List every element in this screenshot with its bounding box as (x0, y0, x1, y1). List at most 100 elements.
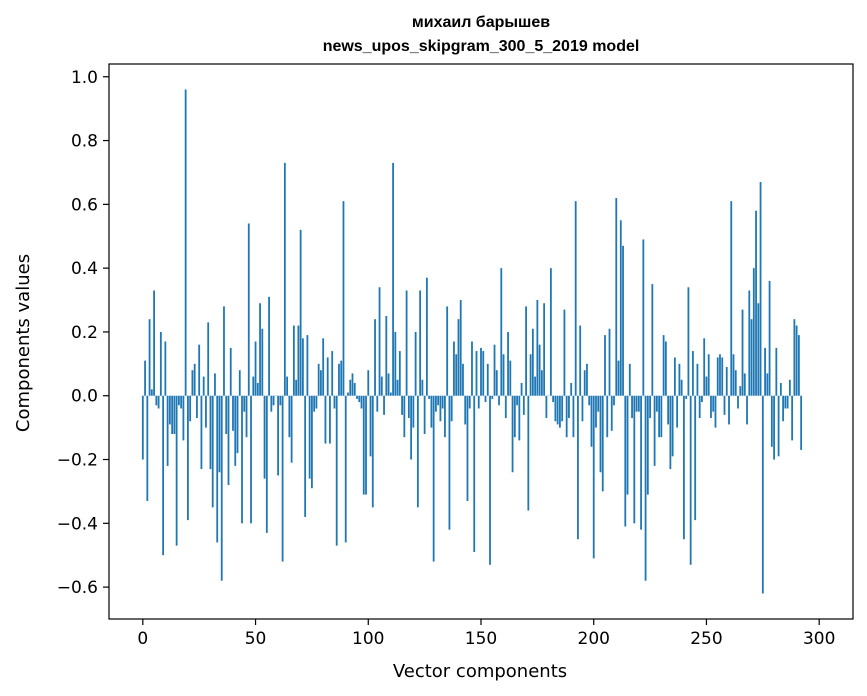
bar (401, 395, 403, 415)
x-tick-label: 150 (465, 629, 497, 649)
bar (601, 395, 604, 492)
bar (277, 395, 279, 476)
bar (622, 245, 624, 396)
bar (646, 395, 649, 495)
bar (491, 395, 494, 399)
bar (473, 395, 476, 553)
bar (561, 395, 564, 422)
y-tick-label: −0.6 (57, 578, 98, 598)
bar (412, 395, 415, 428)
bar (698, 395, 701, 419)
bar (464, 395, 467, 425)
bar (223, 306, 225, 396)
bar (351, 373, 354, 396)
bar (326, 357, 329, 396)
bar (385, 315, 388, 396)
bar (683, 395, 685, 540)
bar (353, 382, 356, 396)
bar (565, 395, 568, 438)
bar (734, 370, 737, 396)
bar (538, 344, 541, 396)
bar (750, 319, 753, 396)
bar (788, 379, 791, 396)
bar (545, 395, 548, 419)
bar (340, 360, 343, 396)
bar (196, 395, 198, 419)
bar (459, 300, 462, 396)
bar (342, 201, 345, 396)
bar (626, 395, 629, 495)
bar (238, 370, 241, 396)
x-tick-label: 50 (245, 629, 267, 649)
bar (777, 395, 780, 457)
bar (739, 386, 742, 396)
bar (680, 379, 683, 396)
bar (439, 395, 442, 422)
bar (157, 395, 160, 409)
bar (168, 395, 171, 425)
bar (692, 351, 694, 396)
bar (428, 395, 431, 399)
bar (184, 89, 187, 396)
bar (482, 351, 485, 396)
bar (380, 376, 383, 396)
plot-frame (108, 63, 854, 620)
bar (335, 395, 338, 546)
bar (495, 370, 498, 396)
y-axis-label: Components values (13, 254, 34, 432)
bar (475, 351, 478, 396)
bar (414, 331, 417, 396)
bar (419, 290, 422, 396)
bar (741, 309, 744, 396)
bar (635, 395, 638, 412)
bar (502, 354, 505, 396)
bar (748, 290, 751, 396)
bar (761, 395, 764, 594)
bar (615, 197, 618, 396)
bar (218, 395, 221, 473)
bar (730, 201, 733, 396)
bar (489, 395, 491, 565)
bar (701, 395, 703, 403)
bar (232, 395, 234, 431)
bar (770, 395, 773, 447)
bar (757, 303, 760, 396)
bar (752, 268, 755, 396)
bar (270, 395, 273, 412)
bar (782, 395, 785, 422)
bar (437, 395, 440, 406)
bar (773, 395, 775, 460)
bar (425, 277, 428, 396)
bar (369, 395, 372, 457)
y-tick-label: −0.4 (57, 514, 98, 534)
bar (281, 395, 284, 562)
bar (786, 395, 789, 409)
bar (498, 395, 500, 406)
x-tick-label: 250 (690, 629, 722, 649)
bar (432, 395, 435, 562)
bar (396, 379, 399, 396)
y-tick-label: 0.2 (71, 323, 98, 343)
bar (153, 290, 155, 396)
bar (797, 335, 800, 396)
bar (462, 363, 464, 396)
bar (360, 395, 363, 409)
bar (471, 341, 473, 396)
bar (394, 331, 397, 396)
bar (649, 395, 651, 419)
bar (775, 347, 778, 396)
bar (247, 223, 250, 396)
bar (292, 325, 295, 396)
bar (755, 210, 757, 396)
bar (376, 395, 379, 412)
bar (662, 335, 665, 396)
bar (728, 395, 730, 425)
bar (209, 395, 212, 470)
bar (446, 306, 449, 396)
bar (236, 395, 239, 454)
bar (279, 395, 282, 406)
bar (619, 220, 622, 396)
bar (516, 395, 518, 406)
bar (311, 395, 313, 489)
